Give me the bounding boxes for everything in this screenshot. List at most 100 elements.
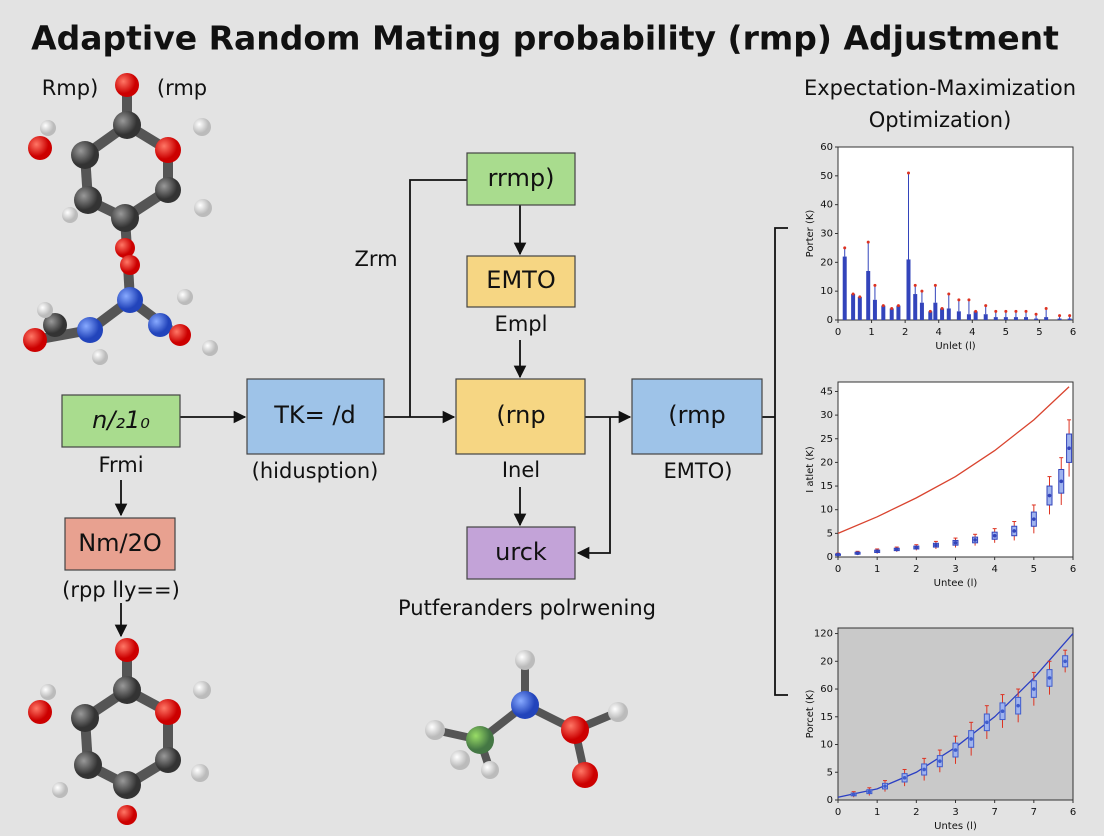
bar	[1003, 317, 1008, 320]
panel-title: Expectation-Maximization	[804, 76, 1076, 100]
y-tick-label: 10	[820, 740, 833, 751]
error-cap	[873, 283, 877, 287]
bar	[928, 311, 933, 320]
point	[894, 547, 899, 552]
error-cap	[907, 171, 910, 175]
error-cap	[896, 304, 900, 308]
point	[992, 533, 997, 538]
bar	[933, 302, 938, 320]
point	[953, 748, 958, 752]
bar	[913, 294, 918, 320]
point	[1067, 446, 1071, 451]
point	[914, 545, 919, 550]
bar	[956, 311, 961, 320]
bar	[946, 308, 951, 320]
y-tick-label: 5	[827, 528, 833, 539]
label: Putferanders polrwening	[398, 596, 656, 620]
x-axis-label: Untes (l)	[934, 821, 977, 832]
bar	[872, 299, 877, 320]
x-tick-label: 3	[952, 564, 958, 575]
x-tick-label: 0	[835, 807, 841, 818]
plot-area	[837, 381, 1074, 558]
y-tick-label: 5	[827, 767, 833, 778]
molecule-atoms	[28, 638, 211, 825]
error-cap	[984, 304, 988, 308]
x-tick-label: 2	[902, 327, 908, 338]
label: Empl	[495, 312, 548, 336]
molecule	[425, 650, 628, 788]
y-tick-label: 60	[820, 684, 833, 695]
y-tick-label: 25	[820, 434, 833, 445]
point	[1016, 703, 1020, 708]
point	[1000, 709, 1005, 714]
point	[1032, 517, 1036, 521]
y-tick-label: 120	[814, 629, 833, 640]
error-cap	[1014, 309, 1018, 313]
x-tick-label: 1	[874, 564, 880, 575]
error-cap	[947, 292, 951, 296]
box	[61, 394, 181, 448]
y-tick-label: 10	[820, 286, 833, 297]
bar	[1057, 318, 1062, 320]
box-text: (rnp	[496, 401, 545, 429]
bar	[940, 308, 945, 320]
box	[246, 378, 385, 455]
error-cap	[967, 298, 971, 302]
error-cap	[920, 289, 924, 293]
bar	[919, 302, 924, 320]
y-tick-label: 60	[820, 142, 833, 153]
box	[466, 152, 576, 206]
chart: 0 5 10 15 60 20 120 0 1 2 3 7 7 6 Untes (l) Porcet (K)	[805, 627, 1076, 832]
bar	[906, 259, 911, 320]
point	[953, 541, 958, 545]
label: Inel	[502, 458, 540, 482]
bar	[896, 305, 901, 320]
bar	[1044, 317, 1049, 320]
error-cap	[1044, 306, 1048, 310]
x-tick-label: 5	[1031, 564, 1037, 575]
bar	[889, 308, 894, 320]
bar	[1013, 317, 1018, 320]
box	[466, 255, 576, 308]
box-text: n/₂1₀	[92, 406, 150, 434]
error-cap	[866, 240, 870, 244]
box-text: Nm/2O	[78, 529, 162, 557]
point	[883, 784, 887, 788]
y-tick-label: 0	[827, 795, 833, 806]
error-cap	[974, 309, 978, 313]
y-tick-label: 40	[820, 200, 833, 211]
x-axis-label: Unlet (l)	[935, 341, 975, 352]
y-axis-label: Porter (K)	[805, 210, 816, 258]
bar	[1067, 318, 1072, 320]
x-tick-label: 4	[969, 327, 975, 338]
x-tick-label: 0	[835, 327, 841, 338]
error-cap	[1058, 314, 1062, 318]
point	[973, 538, 977, 542]
x-tick-label: 5	[1036, 327, 1042, 338]
x-tick-label: 2	[913, 807, 919, 818]
error-cap	[890, 306, 894, 310]
line	[837, 386, 1070, 534]
connectors	[114, 179, 788, 696]
error-cap	[1068, 314, 1072, 318]
error-cap	[940, 306, 944, 310]
y-tick-label: 45	[820, 386, 833, 397]
error-cap	[1004, 309, 1008, 313]
bar	[881, 305, 886, 320]
point	[902, 776, 907, 780]
x-tick-label: 1	[868, 327, 874, 338]
y-axis-label: Porcet (K)	[805, 690, 816, 739]
y-tick-label: 20	[820, 656, 833, 667]
error-cap	[1024, 309, 1028, 313]
box-text: EMTO	[486, 266, 555, 294]
bar	[966, 314, 971, 320]
error-cap	[994, 309, 998, 313]
panel-title: Optimization)	[869, 108, 1012, 132]
error-cap	[957, 298, 961, 302]
point	[875, 549, 879, 554]
x-tick-label: 6	[1070, 807, 1076, 818]
bar	[866, 270, 871, 320]
